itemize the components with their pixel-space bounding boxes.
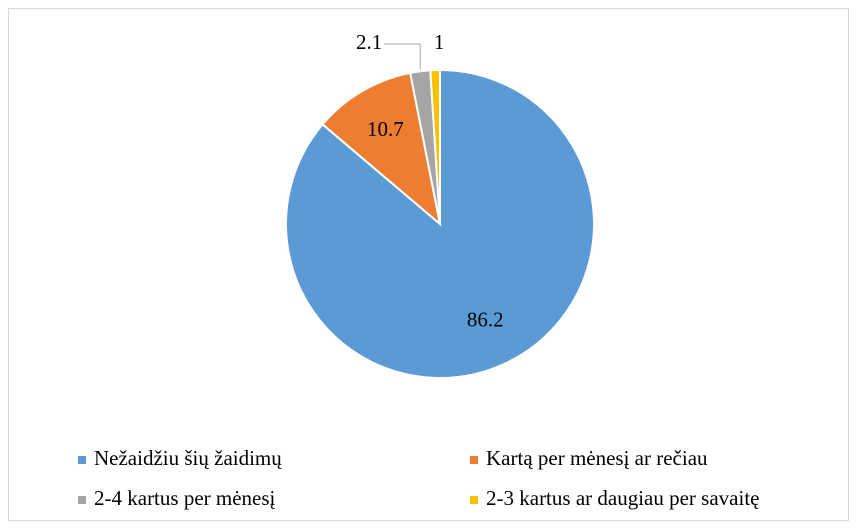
legend-label: Kartą per mėnesį ar rečiau: [486, 446, 708, 470]
data-label: 2.1: [356, 30, 382, 54]
pie-slice: [429, 68, 441, 225]
legend-swatch: [78, 496, 86, 504]
legend-label: 2-4 kartus per mėnesį: [94, 486, 276, 510]
data-label: 86.2: [467, 308, 504, 332]
leader-line: [384, 43, 421, 70]
pie-slice: [321, 71, 442, 227]
legend-swatch: [470, 456, 478, 464]
data-label: 10.7: [367, 117, 404, 141]
data-label: 1: [434, 30, 445, 54]
legend-swatch: [78, 456, 86, 464]
legend-swatch: [470, 496, 478, 504]
legend-label: Nežaidžiu šių žaidimų: [94, 446, 282, 470]
legend-label: 2-3 kartus ar daugiau per savaitę: [486, 486, 759, 510]
